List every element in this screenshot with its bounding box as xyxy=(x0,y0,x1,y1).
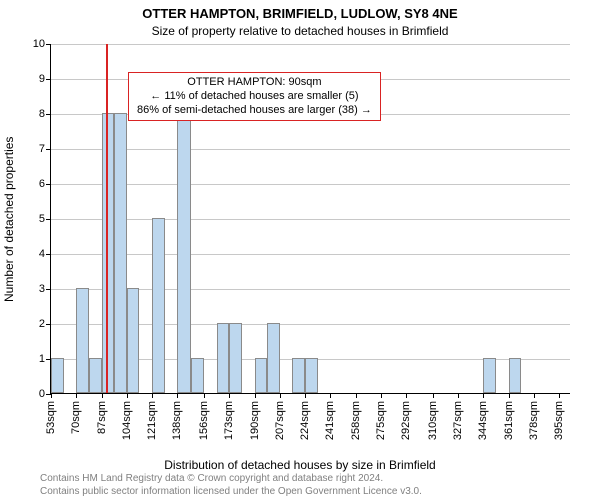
footer-line1: Contains HM Land Registry data © Crown c… xyxy=(40,473,580,486)
x-tick-label: 138sqm xyxy=(171,401,183,440)
gridline xyxy=(51,184,570,185)
chart-title-line1: OTTER HAMPTON, BRIMFIELD, LUDLOW, SY8 4N… xyxy=(0,6,600,21)
x-tick-label: 87sqm xyxy=(96,401,108,434)
chart-footer: Contains HM Land Registry data © Crown c… xyxy=(40,473,580,498)
y-tick-label: 1 xyxy=(39,353,45,365)
footer-line2: Contains public sector information licen… xyxy=(40,486,580,499)
x-tick-mark xyxy=(255,393,256,398)
y-tick-label: 4 xyxy=(39,248,45,260)
x-tick-mark xyxy=(127,393,128,398)
x-tick-label: 104sqm xyxy=(121,401,133,440)
x-tick-mark xyxy=(509,393,510,398)
y-tick-label: 10 xyxy=(33,38,45,50)
x-axis-label: Distribution of detached houses by size … xyxy=(0,458,600,472)
x-tick-label: 241sqm xyxy=(324,401,336,440)
x-tick-label: 207sqm xyxy=(274,401,286,440)
y-tick-mark xyxy=(46,289,51,290)
histogram-bar xyxy=(255,358,268,393)
x-tick-mark xyxy=(433,393,434,398)
histogram-bar xyxy=(292,358,305,393)
x-tick-label: 258sqm xyxy=(350,401,362,440)
annotation-box: OTTER HAMPTON: 90sqm← 11% of detached ho… xyxy=(128,72,381,121)
reference-line xyxy=(106,44,108,393)
histogram-bar xyxy=(217,323,230,393)
x-tick-mark xyxy=(356,393,357,398)
plot-area: 01234567891053sqm70sqm87sqm104sqm121sqm1… xyxy=(50,44,570,394)
x-tick-mark xyxy=(76,393,77,398)
annotation-line1: OTTER HAMPTON: 90sqm xyxy=(137,76,372,90)
x-tick-label: 292sqm xyxy=(400,401,412,440)
histogram-bar xyxy=(89,358,102,393)
x-tick-label: 190sqm xyxy=(249,401,261,440)
y-tick-mark xyxy=(46,79,51,80)
histogram-bar xyxy=(76,288,89,393)
x-tick-label: 395sqm xyxy=(553,401,565,440)
y-tick-mark xyxy=(46,184,51,185)
x-tick-label: 275sqm xyxy=(375,401,387,440)
y-tick-label: 5 xyxy=(39,213,45,225)
x-tick-mark xyxy=(152,393,153,398)
histogram-bar xyxy=(51,358,64,393)
histogram-bar xyxy=(177,113,190,393)
x-tick-mark xyxy=(102,393,103,398)
x-tick-mark xyxy=(381,393,382,398)
y-tick-mark xyxy=(46,149,51,150)
x-tick-label: 310sqm xyxy=(427,401,439,440)
x-tick-mark xyxy=(330,393,331,398)
x-tick-label: 53sqm xyxy=(45,401,57,434)
x-tick-mark xyxy=(51,393,52,398)
x-tick-label: 70sqm xyxy=(70,401,82,434)
histogram-bar xyxy=(483,358,496,393)
y-tick-label: 0 xyxy=(39,388,45,400)
y-tick-mark xyxy=(46,114,51,115)
gridline xyxy=(51,254,570,255)
y-tick-mark xyxy=(46,324,51,325)
x-tick-mark xyxy=(204,393,205,398)
x-tick-label: 344sqm xyxy=(477,401,489,440)
x-tick-mark xyxy=(177,393,178,398)
x-tick-mark xyxy=(229,393,230,398)
y-tick-label: 8 xyxy=(39,108,45,120)
x-tick-label: 156sqm xyxy=(198,401,210,440)
property-size-chart: OTTER HAMPTON, BRIMFIELD, LUDLOW, SY8 4N… xyxy=(0,0,600,500)
gridline xyxy=(51,219,570,220)
x-tick-label: 361sqm xyxy=(503,401,515,440)
y-tick-label: 9 xyxy=(39,73,45,85)
histogram-bar xyxy=(305,358,318,393)
histogram-bar xyxy=(267,323,280,393)
x-tick-mark xyxy=(458,393,459,398)
y-tick-label: 6 xyxy=(39,178,45,190)
y-tick-mark xyxy=(46,44,51,45)
histogram-bar xyxy=(152,218,165,393)
annotation-line2: ← 11% of detached houses are smaller (5) xyxy=(137,90,372,104)
histogram-bar xyxy=(509,358,522,393)
y-tick-mark xyxy=(46,254,51,255)
x-tick-label: 224sqm xyxy=(299,401,311,440)
x-tick-mark xyxy=(305,393,306,398)
y-tick-label: 7 xyxy=(39,143,45,155)
x-tick-mark xyxy=(534,393,535,398)
x-tick-label: 327sqm xyxy=(452,401,464,440)
x-tick-mark xyxy=(280,393,281,398)
histogram-bar xyxy=(127,288,140,393)
x-tick-mark xyxy=(483,393,484,398)
y-tick-mark xyxy=(46,219,51,220)
annotation-line3: 86% of semi-detached houses are larger (… xyxy=(137,104,372,118)
chart-title-line2: Size of property relative to detached ho… xyxy=(0,24,600,38)
x-tick-label: 173sqm xyxy=(223,401,235,440)
x-tick-label: 378sqm xyxy=(528,401,540,440)
gridline xyxy=(51,149,570,150)
x-tick-label: 121sqm xyxy=(146,401,158,440)
gridline xyxy=(51,44,570,45)
histogram-bar xyxy=(114,113,127,393)
y-tick-label: 2 xyxy=(39,318,45,330)
x-tick-mark xyxy=(406,393,407,398)
histogram-bar xyxy=(229,323,242,393)
y-axis-label: Number of detached properties xyxy=(2,136,16,301)
histogram-bar xyxy=(191,358,204,393)
x-tick-mark xyxy=(559,393,560,398)
y-tick-label: 3 xyxy=(39,283,45,295)
